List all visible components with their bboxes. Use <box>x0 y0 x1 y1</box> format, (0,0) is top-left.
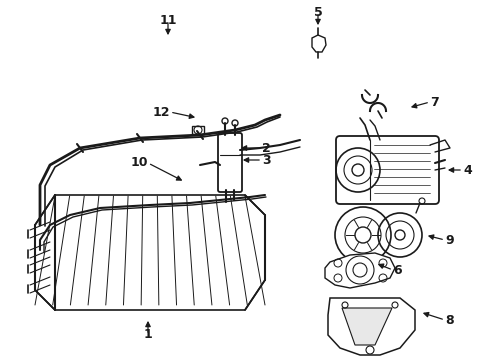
Text: 6: 6 <box>393 264 402 276</box>
Text: 2: 2 <box>262 141 271 154</box>
Text: 1: 1 <box>144 328 152 342</box>
Text: 3: 3 <box>262 153 270 166</box>
Text: 9: 9 <box>445 234 454 247</box>
Text: 7: 7 <box>430 95 439 108</box>
Polygon shape <box>325 253 395 288</box>
Polygon shape <box>312 35 326 52</box>
Polygon shape <box>342 308 392 345</box>
Text: 10: 10 <box>130 157 148 170</box>
FancyBboxPatch shape <box>336 136 439 204</box>
Text: 5: 5 <box>314 5 322 18</box>
Text: 11: 11 <box>159 13 177 27</box>
FancyBboxPatch shape <box>218 133 242 192</box>
Text: 4: 4 <box>463 163 472 176</box>
Text: 12: 12 <box>152 105 170 118</box>
Polygon shape <box>328 298 415 355</box>
Bar <box>192 126 204 134</box>
Polygon shape <box>35 195 265 310</box>
Text: 8: 8 <box>445 314 454 327</box>
